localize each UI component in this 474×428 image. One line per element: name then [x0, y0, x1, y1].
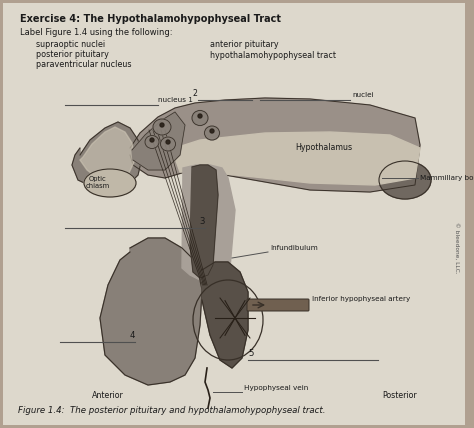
- Polygon shape: [175, 132, 420, 185]
- Text: posterior pituitary: posterior pituitary: [36, 50, 109, 59]
- Text: Infundibulum: Infundibulum: [270, 245, 318, 251]
- Polygon shape: [130, 98, 420, 192]
- Text: nuclei: nuclei: [352, 92, 374, 98]
- Polygon shape: [72, 122, 142, 190]
- Ellipse shape: [153, 119, 171, 135]
- Polygon shape: [182, 165, 235, 285]
- Text: Figure 1.4:  The posterior pituitary and hypothalamohypophyseal tract.: Figure 1.4: The posterior pituitary and …: [18, 406, 326, 415]
- Ellipse shape: [161, 137, 175, 151]
- Polygon shape: [100, 238, 202, 385]
- Text: Label Figure 1.4 using the following:: Label Figure 1.4 using the following:: [20, 28, 173, 37]
- Text: Posterior: Posterior: [383, 390, 417, 399]
- Text: Hypophyseal vein: Hypophyseal vein: [244, 385, 308, 391]
- Text: nucleus 1: nucleus 1: [158, 97, 193, 103]
- Text: Mammillary body: Mammillary body: [420, 175, 474, 181]
- Ellipse shape: [150, 138, 154, 142]
- Ellipse shape: [379, 161, 431, 199]
- Ellipse shape: [198, 114, 202, 118]
- Ellipse shape: [160, 123, 164, 127]
- Text: 5: 5: [248, 349, 254, 358]
- Text: Optic
chiasm: Optic chiasm: [86, 175, 110, 188]
- Text: 2: 2: [192, 89, 197, 98]
- Ellipse shape: [210, 129, 214, 133]
- Text: paraventricular nucleus: paraventricular nucleus: [36, 60, 131, 69]
- Ellipse shape: [166, 140, 170, 144]
- Text: Exercise 4: The Hypothalamohypophyseal Tract: Exercise 4: The Hypothalamohypophyseal T…: [20, 14, 281, 24]
- Ellipse shape: [204, 126, 219, 140]
- Text: © bleedone, LLC.: © bleedone, LLC.: [455, 222, 459, 274]
- Polygon shape: [132, 112, 185, 170]
- FancyBboxPatch shape: [247, 299, 309, 311]
- Ellipse shape: [84, 169, 136, 197]
- Ellipse shape: [192, 110, 208, 125]
- Text: hypothalamohypophyseal tract: hypothalamohypophyseal tract: [210, 51, 336, 60]
- Text: Hypothalamus: Hypothalamus: [295, 143, 352, 152]
- Text: anterior pituitary: anterior pituitary: [210, 40, 279, 49]
- Text: 4: 4: [129, 331, 135, 340]
- Text: supraoptic nuclei: supraoptic nuclei: [36, 40, 105, 49]
- Text: Anterior: Anterior: [92, 390, 124, 399]
- Polygon shape: [80, 127, 135, 183]
- Text: Inferior hypophyseal artery: Inferior hypophyseal artery: [312, 296, 410, 302]
- Text: 3: 3: [200, 217, 205, 226]
- Polygon shape: [190, 165, 218, 278]
- Polygon shape: [202, 262, 248, 368]
- Ellipse shape: [145, 136, 159, 149]
